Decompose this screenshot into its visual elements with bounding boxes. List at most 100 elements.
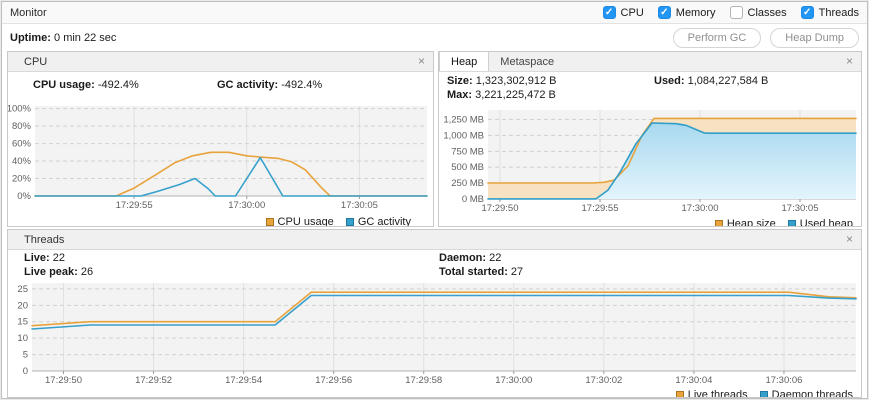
legend-daemon-threads: Daemon threads	[759, 389, 853, 397]
classes-checkbox-label: Classes	[747, 6, 787, 19]
svg-text:5: 5	[23, 350, 28, 361]
cpu-panel-close-icon[interactable]: ×	[417, 54, 425, 68]
threads-chart-legend: Live threads Daemon threads	[8, 388, 861, 397]
checkbox-memory[interactable]: Memory	[657, 6, 716, 19]
heap-stats: Size: 1,323,302,912 B Max: 3,221,225,472…	[439, 72, 861, 104]
cpu-chart: 0% 20% 40% 60% 80% 100% 17:29:55 17:30:00 17:30:…	[8, 104, 428, 211]
heap-max-stat: Max: 3,221,225,472 B	[447, 89, 556, 101]
svg-text:1,250 MB: 1,250 MB	[443, 115, 484, 126]
live-threads-swatch-icon	[675, 390, 684, 397]
svg-text:750 MB: 750 MB	[451, 146, 484, 157]
metric-checkbox-group: CPU Memory Classes Threads	[602, 6, 859, 19]
svg-text:17:29:55: 17:29:55	[582, 203, 619, 214]
svg-text:0: 0	[23, 366, 28, 377]
svg-text:250 MB: 250 MB	[451, 178, 484, 189]
heap-panel-close-icon[interactable]: ×	[845, 54, 853, 68]
uptime-value: 0 min 22 sec	[54, 31, 117, 44]
svg-text:17:29:52: 17:29:52	[135, 375, 172, 386]
heap-tabs: Heap Metaspace	[439, 52, 565, 71]
legend-heap-size: Heap size	[714, 218, 776, 226]
svg-text:17:30:05: 17:30:05	[341, 200, 378, 211]
uptime-label: Uptime:	[10, 31, 51, 44]
svg-text:60%: 60%	[12, 139, 32, 150]
checkbox-classes[interactable]: Classes	[729, 6, 787, 19]
heap-used-stat: Used: 1,084,227,584 B	[654, 75, 768, 87]
gc-activity-value: -492.4%	[281, 79, 323, 91]
svg-text:17:29:56: 17:29:56	[315, 375, 352, 386]
threads-panel-close-icon[interactable]: ×	[845, 232, 853, 246]
cpu-checkbox-label: CPU	[620, 6, 644, 19]
svg-text:17:30:04: 17:30:04	[675, 375, 712, 386]
perform-gc-button[interactable]: Perform GC	[672, 27, 762, 48]
live-peak-stat: Live peak: 26	[24, 266, 93, 278]
uptime: Uptime: 0 min 22 sec	[10, 32, 116, 44]
svg-text:10: 10	[17, 333, 28, 344]
svg-text:500 MB: 500 MB	[451, 162, 484, 173]
heap-panel-header: Heap Metaspace ×	[439, 52, 861, 72]
threads-checkbox-icon[interactable]	[800, 6, 814, 19]
tab-heap[interactable]: Heap	[439, 52, 490, 71]
heap-chart: 0 MB 250 MB 500 MB 750 MB 1,000 MB 1,250 MB 17…	[443, 110, 857, 214]
cpu-usage-stat: CPU usage: -492.4%	[33, 79, 139, 91]
gc-activity-stat: GC activity: -492.4%	[217, 79, 322, 91]
cpu-usage-label: CPU usage:	[33, 79, 95, 91]
tab-metaspace[interactable]: Metaspace	[500, 55, 555, 68]
monitor-header: Monitor CPU Memory Classes Threads	[2, 2, 867, 24]
svg-text:0%: 0%	[17, 191, 31, 202]
total-started-stat: Total started: 27	[439, 266, 523, 278]
heap-dump-button[interactable]: Heap Dump	[770, 27, 859, 48]
live-threads-stat: Live: 22	[24, 252, 65, 264]
svg-text:17:30:06: 17:30:06	[765, 375, 802, 386]
daemon-stat: Daemon: 22	[439, 252, 501, 264]
checkbox-threads[interactable]: Threads	[800, 6, 859, 19]
toolbar: Uptime: 0 min 22 sec Perform GC Heap Dum…	[2, 24, 867, 51]
heap-panel: Heap Metaspace × Size: 1,323,302,912 B M…	[438, 51, 862, 227]
legend-gc-activity: GC activity	[345, 216, 411, 226]
total-started-label: Total started:	[439, 266, 508, 278]
daemon-value: 22	[489, 252, 502, 264]
threads-stats: Live: 22 Live peak: 26 Daemon: 22 Total …	[8, 250, 861, 280]
heap-used-value: 1,084,227,584 B	[687, 75, 769, 87]
live-peak-label: Live peak:	[24, 266, 78, 278]
heap-size-swatch-icon	[714, 219, 723, 226]
cpu-panel: CPU × CPU usage: -492.4% GC activity: -4…	[7, 51, 434, 227]
live-label: Live:	[24, 252, 50, 264]
svg-text:17:29:55: 17:29:55	[116, 200, 153, 211]
cpu-chart-legend: CPU usage GC activity	[8, 215, 433, 226]
svg-text:17:30:00: 17:30:00	[682, 203, 719, 214]
heap-size-stat: Size: 1,323,302,912 B	[447, 75, 557, 87]
classes-checkbox-icon[interactable]	[729, 6, 743, 19]
threads-checkbox-label: Threads	[818, 6, 859, 19]
memory-checkbox-icon[interactable]	[657, 6, 671, 19]
cpu-usage-swatch-icon	[265, 217, 274, 226]
gc-activity-swatch-icon	[345, 217, 354, 226]
svg-text:80%: 80%	[12, 121, 32, 132]
heap-max-value: 3,221,225,472 B	[475, 89, 556, 101]
svg-text:17:30:02: 17:30:02	[585, 375, 622, 386]
daemon-label: Daemon:	[439, 252, 487, 264]
svg-text:1,000 MB: 1,000 MB	[443, 130, 484, 141]
svg-text:0 MB: 0 MB	[462, 194, 484, 205]
legend-used-heap: Used heap	[787, 218, 853, 226]
svg-text:17:29:58: 17:29:58	[405, 375, 442, 386]
gc-activity-label: GC activity:	[217, 79, 279, 91]
cpu-usage-value: -492.4%	[97, 79, 139, 91]
svg-text:17:29:50: 17:29:50	[45, 375, 82, 386]
svg-text:20: 20	[17, 300, 28, 311]
heap-size-label: Size:	[447, 75, 473, 87]
heap-chart-legend: Heap size Used heap	[439, 217, 861, 226]
svg-text:17:30:00: 17:30:00	[495, 375, 532, 386]
memory-checkbox-label: Memory	[675, 6, 716, 19]
heap-size-value: 1,323,302,912 B	[475, 75, 557, 87]
threads-panel-title: Threads	[24, 233, 65, 246]
cpu-checkbox-icon[interactable]	[602, 6, 616, 19]
cpu-panel-title: CPU	[24, 55, 48, 68]
checkbox-cpu[interactable]: CPU	[602, 6, 644, 19]
svg-text:25: 25	[17, 284, 28, 295]
svg-text:20%: 20%	[12, 174, 32, 185]
svg-text:100%: 100%	[8, 104, 32, 115]
threads-panel-header: Threads ×	[8, 230, 861, 250]
svg-text:15: 15	[17, 317, 28, 328]
page-title: Monitor	[10, 6, 47, 19]
